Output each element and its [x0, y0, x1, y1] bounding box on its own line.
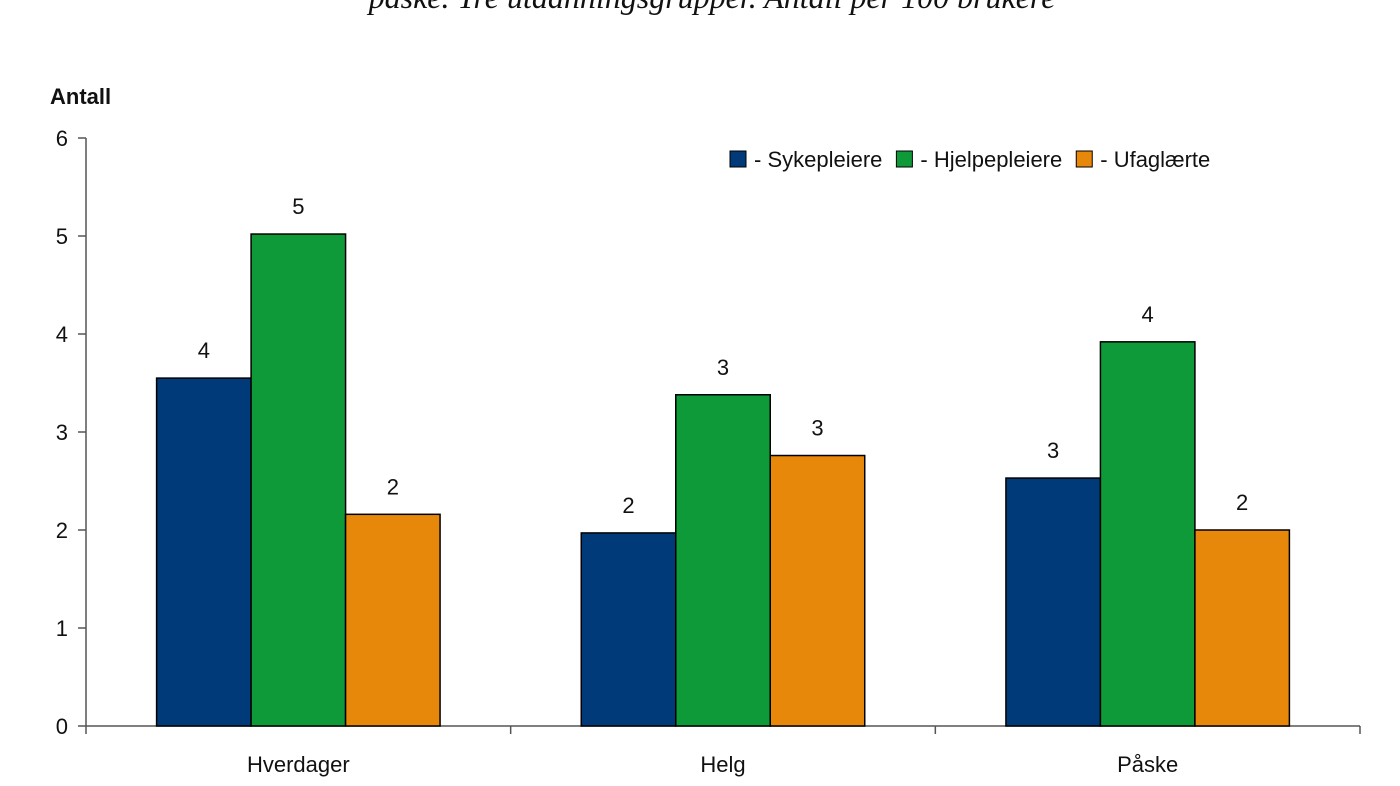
data-label: 2 [387, 474, 399, 499]
x-tick-label: Hverdager [247, 752, 350, 777]
y-tick-label: 2 [56, 518, 68, 543]
data-label: 2 [622, 493, 634, 518]
legend-entry: - Hjelpepleiere [920, 147, 1062, 172]
data-label: 3 [1047, 438, 1059, 463]
chart-caption: påske. Tre utdanningsgrupper. Antall per… [367, 0, 1056, 15]
y-tick-label: 6 [56, 126, 68, 151]
y-tick-label: 4 [56, 322, 68, 347]
bars [155, 233, 1291, 727]
legend-entry: - Sykepleiere [754, 147, 882, 172]
y-tick-label: 1 [56, 616, 68, 641]
data-label: 4 [1142, 302, 1154, 327]
x-tick-label: Påske [1117, 752, 1178, 777]
data-label: 3 [717, 355, 729, 380]
data-label: 4 [198, 338, 210, 363]
bar [769, 454, 866, 727]
legend: - Sykepleiere - Hjelpepleiere - Ufaglærte [729, 147, 1210, 172]
bar [1099, 341, 1196, 727]
data-label: 3 [811, 416, 823, 441]
bar [155, 377, 252, 727]
legend-swatch [1075, 150, 1093, 168]
y-tick-label: 0 [56, 714, 68, 739]
y-tick-label: 5 [56, 224, 68, 249]
bar [675, 394, 771, 727]
x-tick-label: Helg [700, 752, 745, 777]
bar [1005, 477, 1102, 727]
bar [250, 233, 347, 727]
legend-swatch [895, 150, 913, 168]
legend-swatch [729, 150, 747, 168]
bar [344, 513, 441, 727]
y-tick-label: 3 [56, 420, 68, 445]
data-labels: 4 5 2 2 3 3 3 4 2 [198, 194, 1249, 518]
data-label: 5 [292, 194, 304, 219]
bar [1194, 529, 1291, 727]
y-axis-label: Antall [50, 84, 111, 109]
bar [580, 532, 677, 727]
data-label: 2 [1236, 490, 1248, 515]
legend-entry: - Ufaglærte [1100, 147, 1210, 172]
